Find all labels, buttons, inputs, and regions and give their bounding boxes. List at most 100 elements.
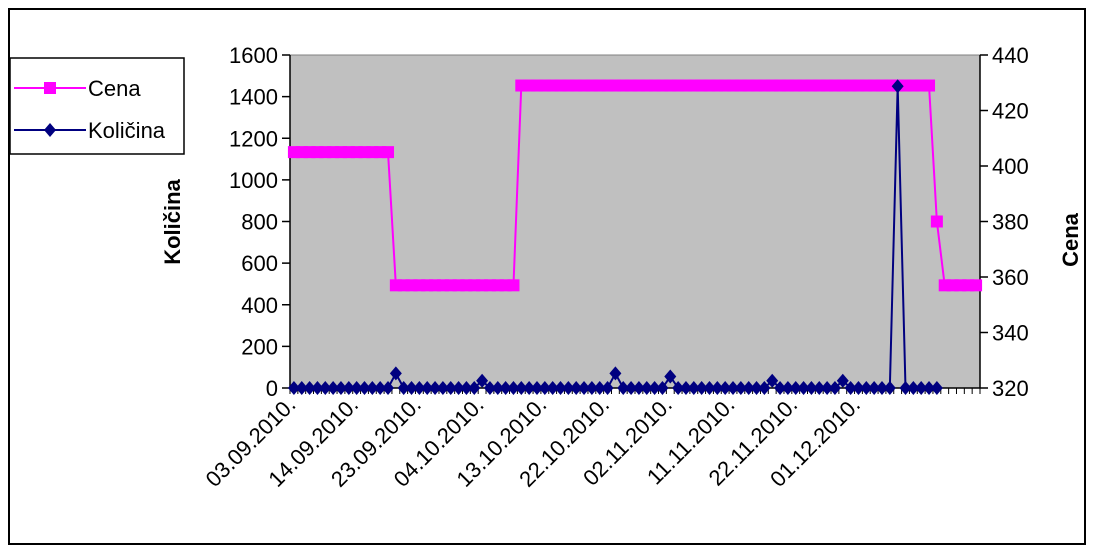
point-cena	[970, 279, 983, 292]
point-kolicina	[640, 381, 653, 395]
point-kolicina	[460, 381, 473, 395]
point-kolicina	[593, 381, 606, 395]
point-kolicina	[319, 381, 332, 395]
point-kolicina	[601, 381, 614, 395]
left-tick-label: 0	[266, 376, 278, 401]
left-y-axis: 0 200 400 600 800 1000 1200 1400 1600	[229, 43, 291, 401]
point-cena	[923, 79, 936, 92]
point-cena	[930, 215, 943, 228]
legend-item-kolicina: Količina	[14, 118, 166, 143]
point-kolicina	[883, 381, 896, 395]
point-kolicina	[844, 381, 857, 395]
legend-marker-kolicina	[44, 123, 56, 137]
left-tick-label: 600	[241, 251, 278, 276]
point-kolicina	[499, 381, 512, 395]
point-kolicina	[287, 381, 300, 395]
series-layer	[287, 79, 983, 395]
point-kolicina	[366, 381, 379, 395]
legend-box	[10, 57, 185, 155]
point-kolicina	[930, 381, 943, 395]
point-kolicina	[774, 381, 787, 395]
right-tick-label: 400	[992, 154, 1029, 179]
point-kolicina	[617, 381, 630, 395]
point-kolicina	[374, 381, 387, 395]
point-kolicina	[797, 381, 810, 395]
point-kolicina	[413, 381, 426, 395]
point-kolicina	[813, 381, 826, 395]
right-tick-label: 440	[992, 43, 1029, 68]
point-kolicina	[679, 381, 692, 395]
point-kolicina	[719, 381, 732, 395]
left-tick-label: 1000	[229, 168, 278, 193]
point-kolicina	[648, 381, 661, 395]
right-tick-label: 360	[992, 265, 1029, 290]
point-kolicina	[781, 381, 794, 395]
left-tick-label: 400	[241, 293, 278, 318]
point-kolicina	[554, 381, 567, 395]
point-kolicina	[562, 381, 575, 395]
point-kolicina	[491, 381, 504, 395]
point-kolicina	[734, 381, 747, 395]
chart-frame: 0 200 400 600 800 1000 1200 1400 1600 320 340 360 3…	[8, 8, 1086, 545]
point-kolicina	[311, 381, 324, 395]
point-kolicina	[303, 381, 316, 395]
point-kolicina	[711, 381, 724, 395]
point-kolicina	[758, 381, 771, 395]
plot-area	[289, 54, 981, 389]
point-kolicina	[923, 381, 936, 395]
point-kolicina	[907, 381, 920, 395]
point-kolicina	[444, 381, 457, 395]
point-kolicina	[436, 381, 449, 395]
point-kolicina	[382, 381, 395, 395]
point-kolicina	[789, 381, 802, 395]
point-kolicina	[476, 373, 489, 388]
point-kolicina	[891, 79, 904, 94]
point-cena	[382, 146, 395, 159]
point-kolicina	[868, 381, 881, 395]
point-kolicina	[609, 366, 622, 381]
point-kolicina	[342, 381, 355, 395]
point-kolicina	[875, 381, 888, 395]
y-axis-right-title: Cena	[1058, 212, 1083, 267]
legend-marker-cena	[44, 82, 56, 94]
point-kolicina	[742, 381, 755, 395]
point-kolicina	[523, 381, 536, 395]
point-kolicina	[334, 381, 347, 395]
point-kolicina	[828, 381, 841, 395]
legend-label-kolicina: Količina	[88, 118, 166, 143]
point-kolicina	[664, 369, 677, 384]
point-kolicina	[852, 381, 865, 395]
point-kolicina	[899, 381, 912, 395]
right-tick-label: 420	[992, 99, 1029, 124]
point-kolicina	[468, 381, 481, 395]
point-kolicina	[766, 373, 779, 388]
point-kolicina	[570, 381, 583, 395]
point-kolicina	[836, 373, 849, 388]
legend: Cena Količina	[10, 57, 185, 155]
point-kolicina	[585, 381, 598, 395]
point-kolicina	[672, 381, 685, 395]
point-kolicina	[656, 381, 669, 395]
point-kolicina	[515, 381, 528, 395]
point-kolicina	[538, 381, 551, 395]
left-tick-label: 800	[241, 210, 278, 235]
point-kolicina	[632, 381, 645, 395]
left-tick-label: 1400	[229, 85, 278, 110]
point-kolicina	[821, 381, 834, 395]
legend-item-cena: Cena	[14, 76, 141, 101]
left-tick-label: 200	[241, 334, 278, 359]
point-kolicina	[578, 381, 591, 395]
x-axis: 03.09.2010.14.09.2010.23.09.2010.04.10.2…	[201, 387, 981, 492]
point-kolicina	[687, 381, 700, 395]
point-kolicina	[625, 381, 638, 395]
point-kolicina	[546, 381, 559, 395]
point-kolicina	[421, 381, 434, 395]
point-kolicina	[530, 381, 543, 395]
right-tick-label: 380	[992, 210, 1029, 235]
point-kolicina	[727, 381, 740, 395]
point-kolicina	[483, 381, 496, 395]
right-tick-label: 320	[992, 376, 1029, 401]
point-kolicina	[452, 381, 465, 395]
point-kolicina	[750, 381, 763, 395]
